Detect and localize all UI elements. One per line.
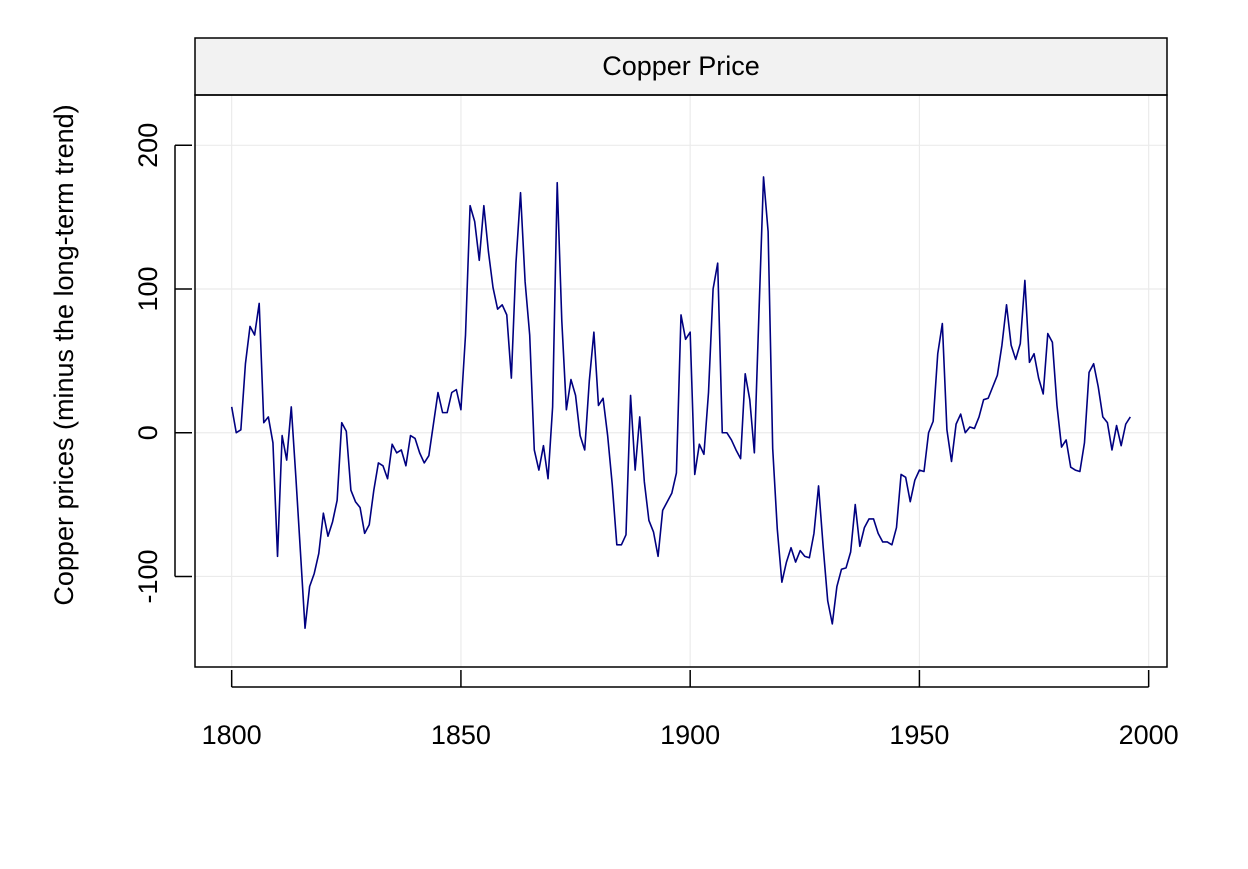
y-tick-label: -100	[133, 549, 163, 603]
y-axis: -100 0 100 200	[133, 123, 192, 603]
series-group	[230, 176, 1131, 630]
series-line	[230, 176, 1131, 630]
y-tick-label: 0	[133, 425, 163, 440]
y-tick-label: 100	[133, 266, 163, 311]
y-tick-label: 200	[133, 123, 163, 168]
y-axis-label: Copper prices (minus the long-term trend…	[49, 104, 79, 605]
grid-lines	[195, 95, 1167, 667]
x-tick-label: 2000	[1119, 720, 1179, 750]
panel-strip	[194, 37, 1168, 96]
plot-frame	[194, 94, 1168, 668]
x-tick-label: 1800	[202, 720, 262, 750]
x-tick-label: 1900	[660, 720, 720, 750]
x-tick-label: 1850	[431, 720, 491, 750]
panel-title: Copper Price	[602, 51, 760, 81]
x-axis: 1800 1850 1900 1950 2000	[202, 670, 1179, 750]
x-tick-label: 1950	[889, 720, 949, 750]
